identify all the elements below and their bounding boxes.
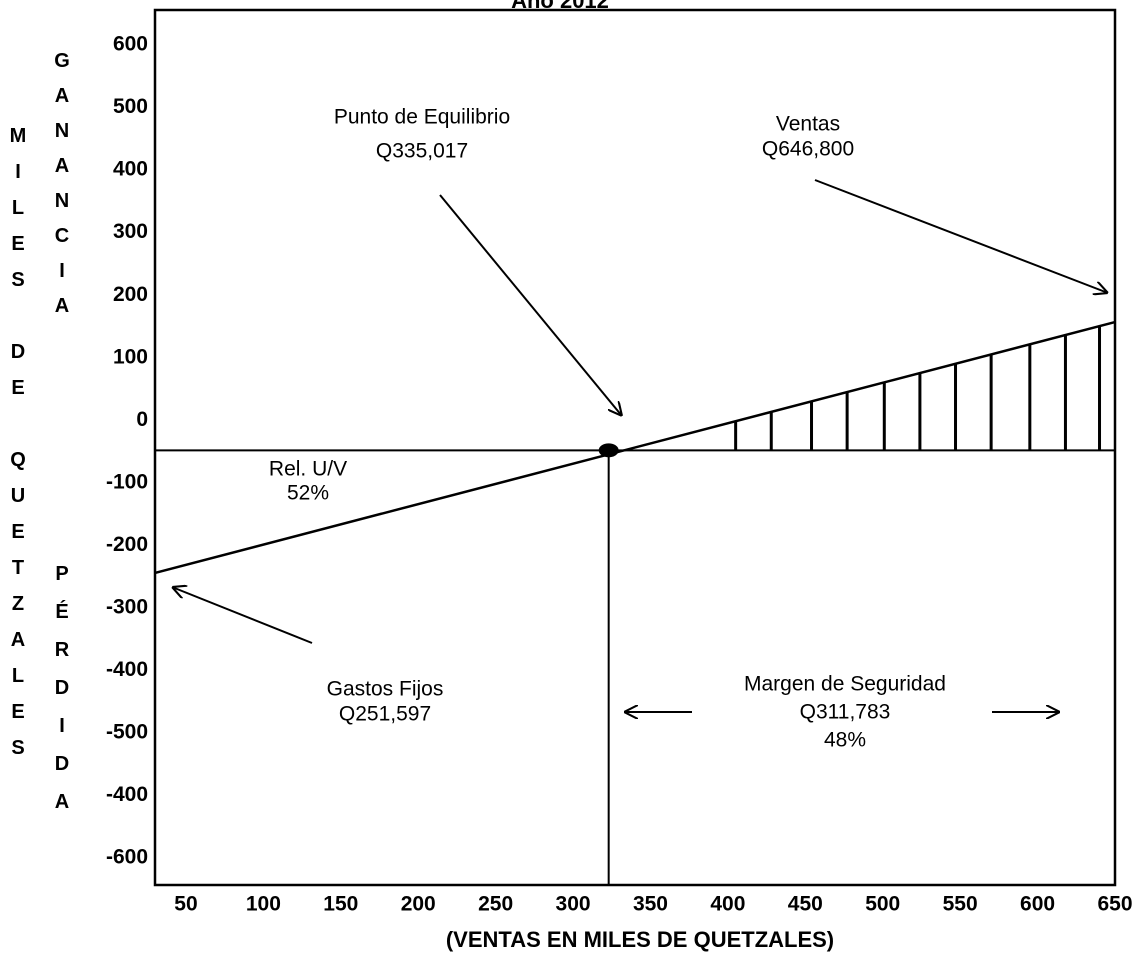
profit-line: [154, 320, 1116, 575]
y-tick-label: 300: [113, 220, 148, 243]
annotation: Q311,783: [800, 701, 891, 724]
y-tick-label: -300: [106, 595, 148, 618]
annotation: Q646,800: [762, 138, 854, 161]
y-tick-label: 200: [113, 283, 148, 306]
annotation: 48%: [824, 729, 866, 752]
arrow: [172, 587, 313, 644]
x-tick-label: 200: [401, 893, 436, 916]
annotation: Q251,597: [339, 703, 431, 726]
annotation: Ventas: [776, 113, 840, 136]
x-tick-label: 550: [943, 893, 978, 916]
annotation: Margen de Seguridad: [744, 673, 946, 696]
y-tick-label: 500: [113, 95, 148, 118]
y-tick-label: -200: [106, 533, 148, 556]
y-tick-label: -600: [106, 846, 148, 869]
annotation: Gastos Fijos: [327, 678, 444, 701]
x-tick-label: 100: [246, 893, 281, 916]
arrow: [814, 179, 1108, 293]
x-tick-label: 450: [788, 893, 823, 916]
y-tick-label: 400: [113, 158, 148, 181]
y-tick-label: 600: [113, 33, 148, 56]
x-tick-label: 600: [1020, 893, 1055, 916]
annotation: Rel. U/V: [269, 458, 347, 481]
y-tick-label: -500: [106, 721, 148, 744]
x-tick-label: 300: [556, 893, 591, 916]
x-tick-label: 250: [478, 893, 513, 916]
x-tick-label: 650: [1097, 893, 1132, 916]
x-tick-label: 400: [710, 893, 745, 916]
plot-frame: [153, 8, 1117, 887]
loss-label: PÉRDIDA: [51, 563, 73, 829]
chart-title: Año 2012: [511, 0, 609, 13]
x-tick-label: 150: [323, 893, 358, 916]
annotation: 52%: [287, 482, 329, 505]
y-axis-label: MILES DE QUETZALES: [7, 125, 29, 773]
break-even-point: [598, 443, 619, 458]
gain-label: GANANCIA: [51, 50, 73, 330]
x-axis-label: (VENTAS EN MILES DE QUETZALES): [446, 927, 834, 952]
y-tick-label: 0: [136, 408, 148, 431]
y-tick-label: -100: [106, 470, 148, 493]
x-tick-label: 50: [174, 893, 197, 916]
y-tick-label: -400: [106, 783, 148, 806]
x-tick-label: 500: [865, 893, 900, 916]
x-tick-label: 350: [633, 893, 668, 916]
y-tick-label: 100: [113, 345, 148, 368]
arrow: [439, 194, 622, 416]
annotation: Punto de Equilibrio: [334, 106, 510, 129]
y-tick-label: -400: [106, 658, 148, 681]
annotation: Q335,017: [376, 140, 468, 163]
